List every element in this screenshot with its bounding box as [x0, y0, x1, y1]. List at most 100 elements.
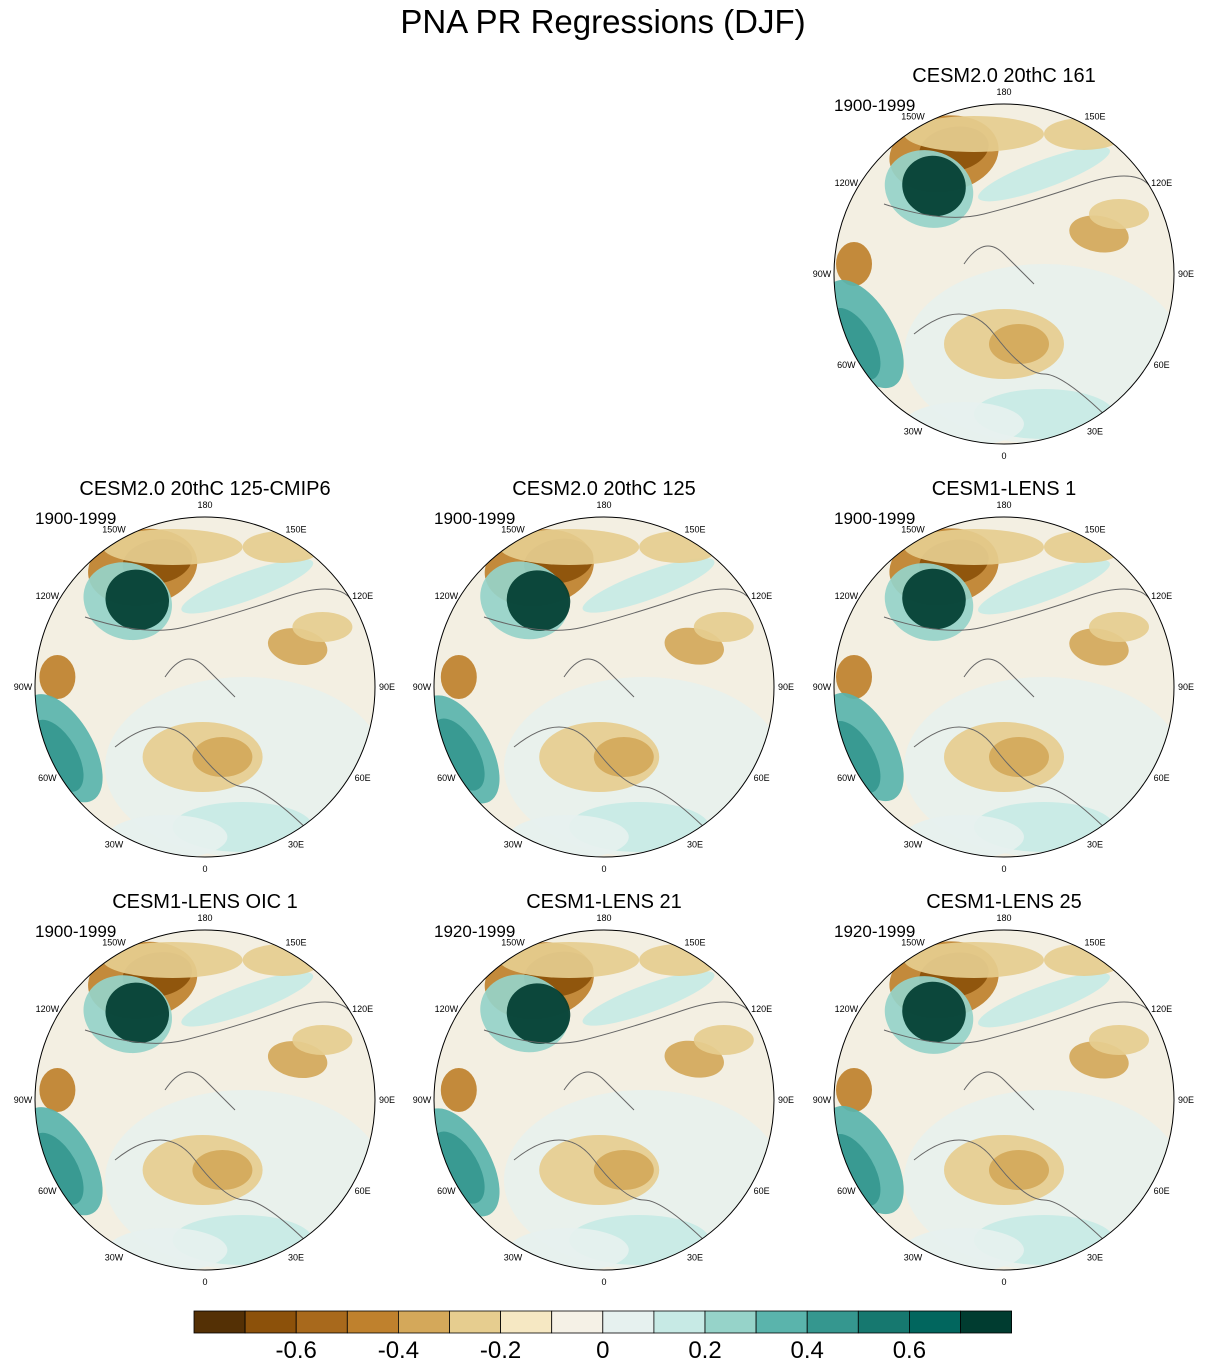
regression-field-blob [582, 558, 715, 613]
longitude-label: 120W [835, 178, 859, 188]
regression-field-blob [434, 1131, 485, 1204]
panel-title: CESM2.0 20thC 125-CMIP6 [79, 478, 331, 500]
panel-years: 1920-1999 [434, 922, 516, 941]
panel-title: CESM1-LENS 25 [926, 891, 1082, 913]
longitude-label: 60W [437, 773, 456, 783]
longitude-label: 60E [1154, 773, 1170, 783]
longitude-label: 90E [778, 682, 794, 692]
longitude-label: 90E [379, 682, 395, 692]
longitude-label: 150E [684, 524, 705, 534]
map-border [34, 929, 376, 1271]
panel-title: CESM1-LENS 21 [526, 891, 682, 913]
longitude-label: 90W [813, 682, 832, 692]
longitude-label: 60W [837, 360, 856, 370]
map-panel: 180 150E 120E 90E 60E 30E 0 30W 60W 90W 120W 150W C… [404, 477, 804, 897]
regression-field-blob [836, 242, 872, 286]
regression-field-blob [902, 981, 966, 1043]
longitude-label: 60E [754, 773, 770, 783]
regression-field-blob [105, 982, 170, 1044]
panel-title: CESM2.0 20thC 161 [912, 65, 1096, 87]
longitude-label: 120W [435, 1004, 459, 1014]
longitude-label: 90E [1178, 269, 1194, 279]
colorbar-swatch [602, 1310, 655, 1334]
regression-field-blob [39, 1068, 76, 1112]
panel-years: 1900-1999 [834, 96, 916, 115]
longitude-label: 30W [504, 840, 523, 850]
panel-years: 1900-1999 [834, 509, 916, 528]
longitude-label: 150E [1084, 937, 1105, 947]
regression-field-blob [35, 719, 84, 792]
colorbar-swatch [909, 1310, 961, 1334]
longitude-label: 180 [596, 913, 611, 923]
regression-field-blob [181, 558, 314, 614]
longitude-label: 180 [996, 913, 1011, 923]
map-border [433, 516, 775, 858]
colorbar-swatch [295, 1310, 348, 1334]
coastline [84, 588, 356, 838]
regression-field-blob [192, 1150, 253, 1190]
colorbar-tick-label: 0.4 [791, 1337, 824, 1364]
coastline [883, 588, 1155, 838]
regression-field-blob [639, 944, 720, 976]
regression-field-blob [989, 324, 1049, 364]
regression-field-blob [105, 569, 170, 631]
longitude-label: 120E [352, 591, 373, 601]
longitude-label: 120E [751, 591, 772, 601]
longitude-label: 120W [36, 1004, 60, 1014]
regression-field-blob [1089, 612, 1149, 642]
longitude-label: 90W [14, 682, 33, 692]
colorbar-swatch [193, 1310, 246, 1334]
longitude-label: 60W [837, 1186, 856, 1196]
colorbar-swatch [653, 1310, 706, 1334]
colorbar-swatch [704, 1310, 757, 1334]
map-panel: 180 150E 120E 90E 60E 30E 0 30W 60W 90W 120W 150W C… [404, 890, 804, 1310]
regression-field-blob [499, 529, 640, 565]
regression-field-blob [989, 737, 1049, 777]
map-panel: 180 150E 120E 90E 60E 30E 0 30W 60W 90W 120W 150W C… [5, 890, 405, 1310]
regression-field-blob [978, 146, 1110, 202]
longitude-label: 60W [837, 773, 856, 783]
longitude-label: 150W [102, 524, 126, 534]
regression-field-blob [902, 568, 966, 630]
longitude-label: 0 [202, 864, 207, 874]
coastline [483, 1001, 755, 1251]
regression-field-blob [1044, 944, 1124, 976]
regression-field-blob [506, 570, 571, 631]
regression-field-blob [989, 1150, 1049, 1190]
regression-field-blob [292, 612, 353, 642]
regression-field-blob [593, 1150, 654, 1190]
longitude-label: 90E [1178, 1095, 1194, 1105]
regression-field-blob [836, 1068, 872, 1112]
longitude-label: 120W [835, 591, 859, 601]
regression-field-blob [593, 737, 654, 777]
longitude-label: 30E [288, 840, 304, 850]
colorbar-boxes [193, 1310, 1012, 1334]
longitude-label: 150W [901, 524, 925, 534]
coastline [483, 588, 755, 838]
regression-field-blob [102, 942, 243, 978]
regression-field-blob [508, 1228, 629, 1270]
polar-map: 180 150E 120E 90E 60E 30E 0 30W 60W 90W 120W 150W [813, 87, 1194, 461]
regression-field-blob [902, 155, 966, 217]
longitude-label: 90E [379, 1095, 395, 1105]
regression-field-blob [978, 559, 1110, 615]
polar-map: 180 150E 120E 90E 60E 30E 0 30W 60W 90W 120W 150W [813, 500, 1194, 874]
longitude-label: 120E [1151, 1004, 1172, 1014]
colorbar-swatch [755, 1310, 808, 1334]
regression-field-blob [39, 655, 76, 699]
longitude-label: 0 [601, 1277, 606, 1287]
regression-field-blob [1044, 531, 1124, 563]
polar-map: 180 150E 120E 90E 60E 30E 0 30W 60W 90W 120W 150W [413, 913, 794, 1287]
longitude-label: 120W [36, 591, 60, 601]
longitude-label: 150E [285, 937, 306, 947]
polar-map: 180 150E 120E 90E 60E 30E 0 30W 60W 90W 120W 150W [14, 913, 395, 1287]
longitude-label: 150E [684, 937, 705, 947]
longitude-label: 60E [355, 1186, 371, 1196]
regression-field-blob [440, 655, 477, 699]
longitude-label: 60E [1154, 360, 1170, 370]
colorbar-tick-label: 0.2 [688, 1337, 721, 1364]
longitude-label: 180 [197, 500, 212, 510]
longitude-label: 0 [1001, 451, 1006, 461]
figure-title: PNA PR Regressions (DJF) [400, 3, 806, 40]
polar-map: 180 150E 120E 90E 60E 30E 0 30W 60W 90W 120W 150W [413, 500, 794, 874]
